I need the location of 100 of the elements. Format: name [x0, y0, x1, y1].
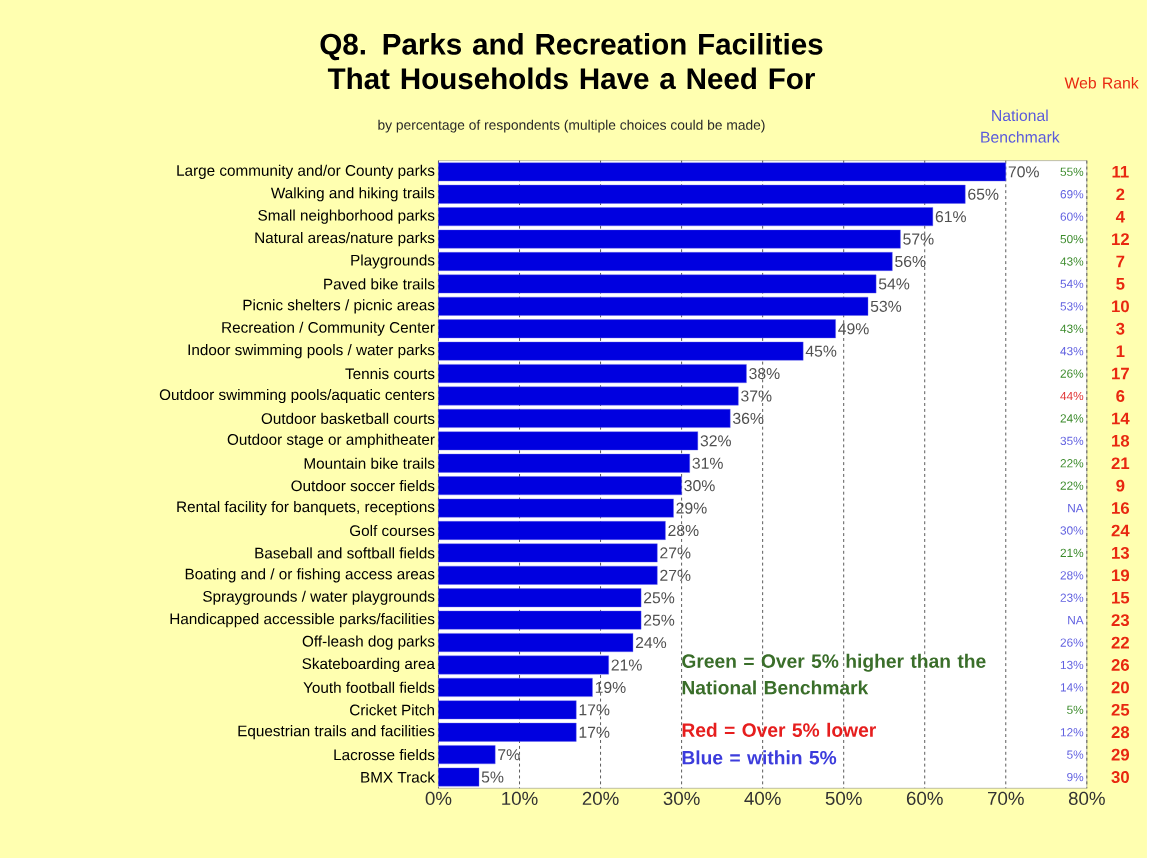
category-label: 23: [1111, 614, 1130, 626]
data-label: 65%: [968, 188, 999, 200]
x-tick-label: 0%: [425, 791, 452, 805]
category-label: 20: [1111, 681, 1129, 694]
category-label: 30: [1111, 771, 1129, 783]
category-label: 28: [1111, 726, 1130, 739]
x-tick-label: 20%: [582, 791, 619, 805]
category-label: 4: [1115, 210, 1125, 223]
bar: [438, 677, 593, 697]
data-label: 25%: [644, 592, 675, 604]
y-tick-label: Playgrounds: [351, 254, 435, 269]
data-label: 17%: [579, 726, 610, 738]
bar: [438, 745, 496, 764]
category-label: 43%: [1060, 324, 1084, 333]
data-label: 49%: [838, 323, 869, 335]
y-tick-label: Outdoor basketball courts: [261, 412, 435, 424]
y-tick-label: Recreation / Community Center: [222, 321, 435, 336]
y-tick-label: Mountain bike trails: [304, 457, 435, 469]
y-tick-label: Rental facility for banquets, receptions: [177, 500, 435, 516]
y-tick-label: Baseball and softball fields: [255, 547, 435, 559]
data-label: 54%: [878, 278, 910, 290]
bar: [438, 722, 577, 742]
category-label: 28%: [1060, 571, 1084, 580]
category-label: 18: [1112, 434, 1130, 447]
bar: [438, 274, 877, 294]
data-label: 36%: [733, 412, 764, 424]
category-label: 35%: [1060, 436, 1084, 445]
data-label: 45%: [805, 345, 837, 357]
category-label: 43%: [1060, 257, 1084, 266]
bar: [438, 162, 1006, 182]
y-tick-label: Skateboarding area: [302, 657, 435, 672]
category-label: 26: [1111, 658, 1130, 671]
category-label: 26%: [1060, 369, 1084, 378]
data-label: 30%: [684, 479, 715, 492]
bar: [438, 476, 682, 495]
bar: [438, 588, 642, 608]
category-label: 30%: [1060, 526, 1084, 535]
bar: [438, 252, 893, 271]
category-label: 69%: [1060, 189, 1084, 199]
category-label: 6: [1116, 389, 1125, 402]
data-label: 19%: [595, 681, 626, 693]
data-label: 24%: [635, 636, 667, 649]
category-label: 55%: [1060, 167, 1084, 176]
bar: [438, 633, 634, 652]
category-label: 54%: [1060, 279, 1084, 288]
bar: [438, 386, 739, 406]
data-label: 5%: [481, 771, 504, 783]
category-label: 14%: [1060, 683, 1084, 692]
category-label: 13: [1112, 546, 1130, 559]
bar: [438, 767, 480, 787]
category-label: 12%: [1060, 727, 1084, 737]
data-label: 27%: [660, 547, 691, 559]
bar: [438, 610, 642, 630]
data-label: 21%: [611, 659, 642, 671]
category-label: 14: [1112, 412, 1130, 425]
bar: [438, 319, 836, 339]
y-tick-label: Off-leash dog parks: [302, 635, 435, 650]
category-label: 22%: [1060, 481, 1084, 490]
category-label: 9: [1116, 479, 1125, 492]
data-label: 32%: [700, 435, 731, 447]
bar: [438, 207, 934, 226]
category-label: NA: [1068, 615, 1084, 625]
y-tick-label: Spraygrounds / water playgrounds: [203, 590, 435, 605]
category-label: 11: [1112, 165, 1129, 178]
category-label: 7: [1116, 255, 1125, 268]
data-label: 56%: [895, 255, 926, 267]
y-tick-label: Youth football fields: [303, 681, 435, 693]
data-label: 7%: [498, 749, 520, 761]
category-label: 22: [1111, 636, 1129, 649]
data-label: 70%: [1008, 166, 1039, 178]
x-tick-label: 10%: [502, 791, 538, 805]
bar: [438, 184, 966, 204]
y-tick-label: Golf courses: [350, 524, 435, 536]
data-label: 61%: [935, 210, 966, 223]
annotation: Blue = within 5%: [682, 750, 837, 765]
data-label: 37%: [741, 390, 772, 402]
category-label: 2: [1116, 188, 1125, 200]
category-label: 12: [1112, 233, 1129, 245]
bar: [438, 700, 577, 720]
bar: [438, 543, 658, 563]
category-label: 1: [1116, 345, 1125, 357]
data-label: 38%: [749, 367, 780, 380]
bar: [438, 565, 658, 585]
bar: [438, 229, 901, 249]
x-tick-label: 30%: [663, 791, 700, 805]
data-label: 27%: [660, 569, 691, 581]
y-tick-label: Outdoor swimming pools/aquatic centers: [159, 388, 435, 403]
x-tick-label: 40%: [744, 791, 781, 805]
category-label: 9%: [1067, 772, 1084, 782]
category-label: 25: [1111, 703, 1130, 716]
bar: [438, 408, 731, 428]
data-label: 28%: [668, 524, 699, 536]
text: National Benchmark: [981, 109, 1060, 143]
category-label: 13%: [1060, 660, 1084, 670]
category-label: NA: [1068, 503, 1084, 513]
x-tick-label: 50%: [825, 791, 862, 805]
y-tick-label: BMX Track: [361, 771, 436, 783]
y-tick-label: Outdoor stage or amphitheater: [227, 433, 435, 448]
x-tick-label: 80%: [1068, 791, 1105, 805]
y-tick-label: Picnic shelters / picnic areas: [243, 299, 435, 314]
